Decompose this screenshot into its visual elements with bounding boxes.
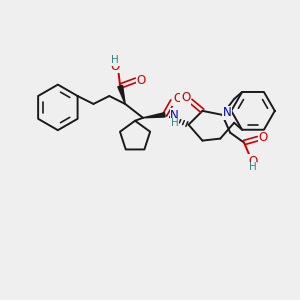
- Text: O: O: [173, 92, 182, 106]
- Text: H: H: [171, 118, 178, 128]
- Text: H: H: [249, 162, 257, 172]
- Text: O: O: [258, 131, 268, 144]
- Text: O: O: [136, 74, 146, 87]
- Text: O: O: [181, 92, 190, 104]
- Polygon shape: [118, 85, 125, 104]
- Polygon shape: [143, 113, 165, 118]
- Text: O: O: [248, 155, 258, 168]
- Text: N: N: [223, 106, 232, 119]
- Text: O: O: [111, 60, 120, 73]
- Text: N: N: [170, 109, 179, 122]
- Text: H: H: [111, 55, 119, 65]
